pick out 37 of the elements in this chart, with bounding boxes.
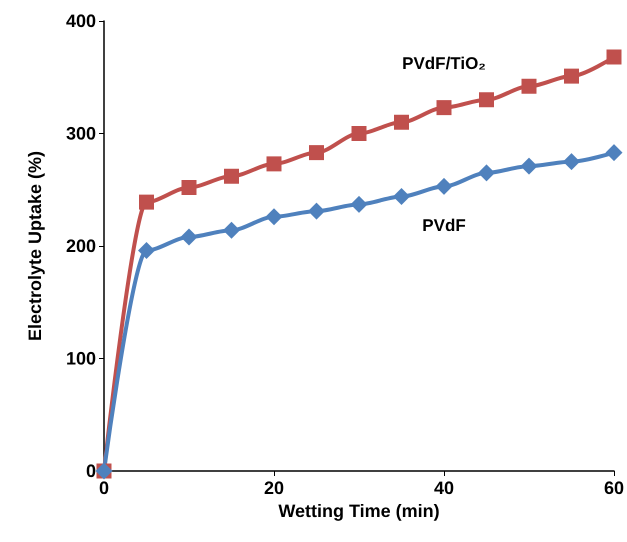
x-tick-label: 0	[98, 478, 110, 498]
y-tick-label: 400	[66, 11, 96, 31]
point	[351, 126, 366, 141]
y-tick-label: 300	[66, 124, 96, 144]
point	[224, 168, 239, 184]
point	[394, 114, 409, 130]
point	[350, 196, 368, 213]
point	[435, 178, 452, 195]
point	[182, 180, 196, 195]
y-axis-title: Electrolyte Uptake (%)	[25, 150, 45, 342]
x-tick-label: 60	[604, 478, 624, 498]
point	[308, 202, 325, 220]
x-tick-label: 40	[434, 478, 454, 498]
point	[222, 222, 240, 239]
point	[562, 153, 580, 170]
x-tick-label: 20	[264, 478, 284, 498]
point	[392, 188, 410, 205]
point	[436, 100, 452, 116]
point	[139, 194, 154, 210]
point	[478, 92, 494, 108]
point	[521, 78, 536, 94]
series-label: PVdF	[422, 216, 466, 235]
y-tick-label: 0	[86, 461, 96, 481]
y-tick-label: 200	[66, 236, 96, 256]
point	[564, 68, 579, 84]
point	[265, 208, 282, 226]
y-tick-label: 100	[66, 348, 96, 368]
point	[308, 145, 324, 160]
point	[138, 242, 155, 259]
point	[606, 50, 622, 64]
point	[520, 158, 538, 175]
point	[605, 144, 622, 162]
point	[478, 164, 495, 182]
point	[180, 228, 198, 246]
x-axis-title: Wetting Time (min)	[278, 500, 440, 521]
point	[266, 156, 282, 172]
series-label: PVdF/TiO₂	[402, 54, 486, 74]
